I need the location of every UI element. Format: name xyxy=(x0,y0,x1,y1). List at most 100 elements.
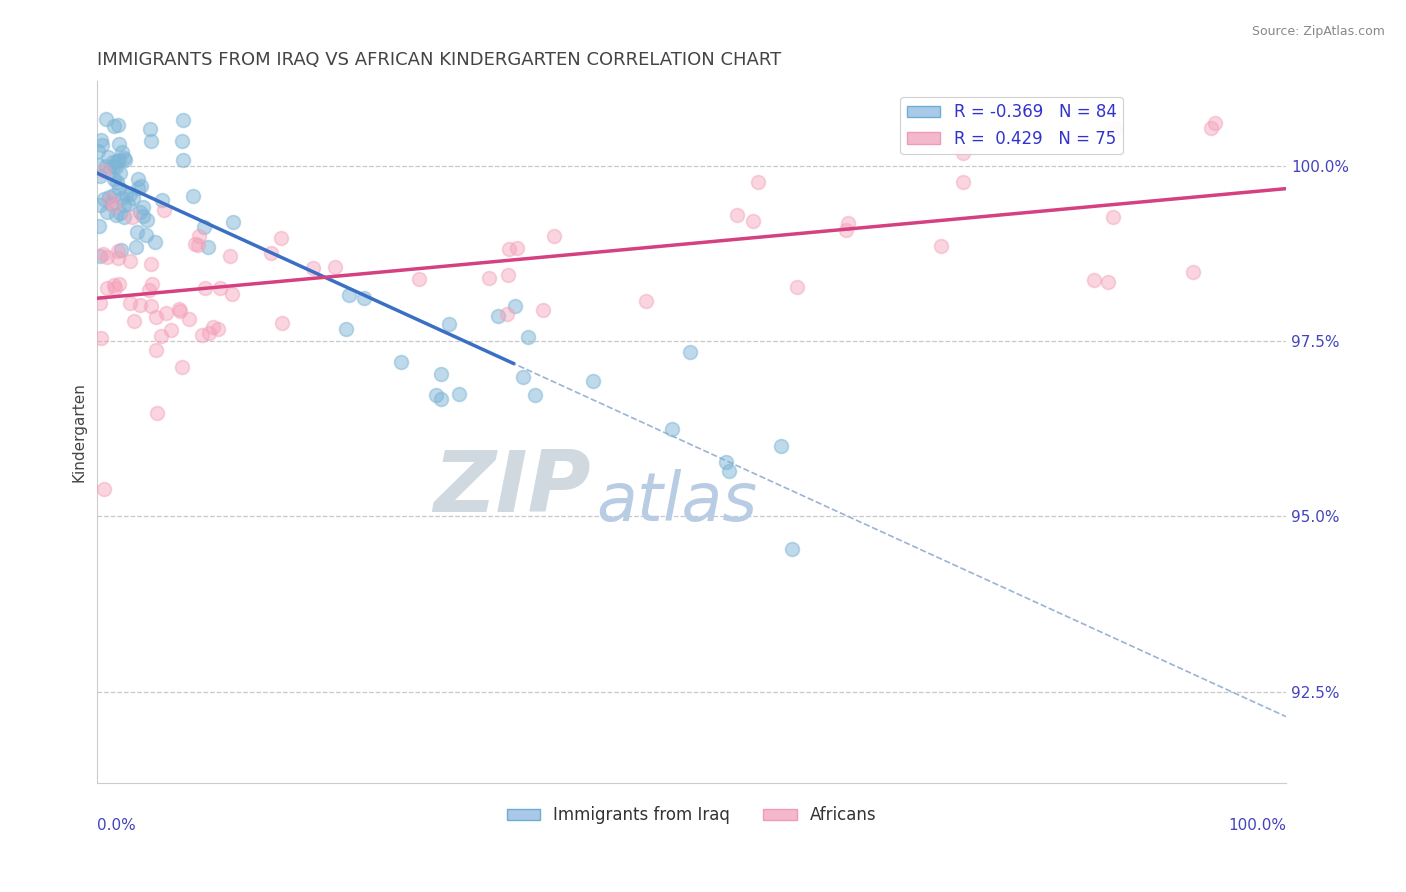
Point xyxy=(1181,265,1204,279)
Point xyxy=(103,120,125,134)
Point xyxy=(141,257,163,271)
Point xyxy=(714,455,737,469)
Point xyxy=(478,271,501,285)
Point xyxy=(543,229,565,244)
Point xyxy=(512,370,534,384)
Point xyxy=(87,158,110,172)
Point xyxy=(145,310,167,325)
Point xyxy=(89,219,111,233)
Point xyxy=(108,166,131,180)
Point xyxy=(430,392,453,406)
Point xyxy=(169,303,191,318)
Point xyxy=(335,322,357,336)
Point xyxy=(1097,275,1119,289)
Point xyxy=(149,328,172,343)
Point xyxy=(103,171,125,186)
Point xyxy=(533,302,555,317)
Point xyxy=(389,354,412,368)
Point xyxy=(202,320,225,334)
Point xyxy=(496,307,519,321)
Point xyxy=(834,222,856,236)
Point xyxy=(90,331,112,345)
Point xyxy=(152,202,174,217)
Y-axis label: Kindergarten: Kindergarten xyxy=(72,383,86,483)
Point xyxy=(107,244,129,259)
Point xyxy=(524,388,547,402)
Point xyxy=(132,201,155,215)
Point xyxy=(101,155,124,169)
Point xyxy=(105,208,128,222)
Point xyxy=(929,239,952,253)
Point xyxy=(193,219,215,234)
Point xyxy=(96,251,118,265)
Point xyxy=(129,298,152,312)
Point xyxy=(1199,121,1222,136)
Point xyxy=(93,164,115,178)
Point xyxy=(160,323,183,337)
Text: 100.0%: 100.0% xyxy=(1227,818,1286,833)
Point xyxy=(108,180,131,194)
Point xyxy=(172,359,194,374)
Point xyxy=(155,306,177,320)
Point xyxy=(93,482,115,496)
Point xyxy=(952,145,974,160)
Point xyxy=(105,153,128,168)
Point xyxy=(425,388,447,402)
Point xyxy=(98,193,121,207)
Point xyxy=(127,180,149,194)
Point xyxy=(636,293,658,308)
Point xyxy=(209,281,232,295)
Point xyxy=(496,268,519,283)
Point xyxy=(207,321,229,335)
Point xyxy=(122,313,145,327)
Point xyxy=(222,215,245,229)
Point xyxy=(104,281,127,295)
Point xyxy=(747,175,769,189)
Point xyxy=(89,198,111,212)
Point xyxy=(1204,116,1226,130)
Point xyxy=(91,247,114,261)
Point xyxy=(114,153,136,167)
Point xyxy=(172,112,194,127)
Point xyxy=(114,186,136,201)
Point xyxy=(260,246,283,260)
Point xyxy=(110,244,132,258)
Point xyxy=(108,277,131,292)
Point xyxy=(181,189,204,203)
Point xyxy=(131,210,153,224)
Point xyxy=(449,387,471,401)
Point xyxy=(107,252,129,266)
Point xyxy=(117,197,139,211)
Point xyxy=(271,316,294,330)
Point xyxy=(112,210,135,224)
Point xyxy=(90,133,112,147)
Point xyxy=(97,165,120,179)
Point xyxy=(94,160,117,174)
Point xyxy=(498,242,520,256)
Point xyxy=(1083,273,1105,287)
Point xyxy=(172,153,194,168)
Text: atlas: atlas xyxy=(596,469,758,535)
Point xyxy=(91,138,114,153)
Point xyxy=(100,197,122,211)
Point xyxy=(93,192,115,206)
Point xyxy=(111,145,134,160)
Point xyxy=(145,235,167,250)
Point xyxy=(742,214,765,228)
Point xyxy=(87,145,110,159)
Point xyxy=(952,176,974,190)
Point xyxy=(337,288,360,302)
Point xyxy=(146,406,169,420)
Text: ZIP: ZIP xyxy=(433,447,591,530)
Point xyxy=(679,345,702,359)
Legend: Immigrants from Iraq, Africans: Immigrants from Iraq, Africans xyxy=(501,799,883,830)
Point xyxy=(103,159,125,173)
Point xyxy=(111,191,134,205)
Point xyxy=(323,260,346,275)
Point xyxy=(150,193,173,207)
Point xyxy=(429,367,451,381)
Point xyxy=(127,172,149,186)
Point xyxy=(837,216,859,230)
Point xyxy=(125,225,148,239)
Point xyxy=(96,281,118,295)
